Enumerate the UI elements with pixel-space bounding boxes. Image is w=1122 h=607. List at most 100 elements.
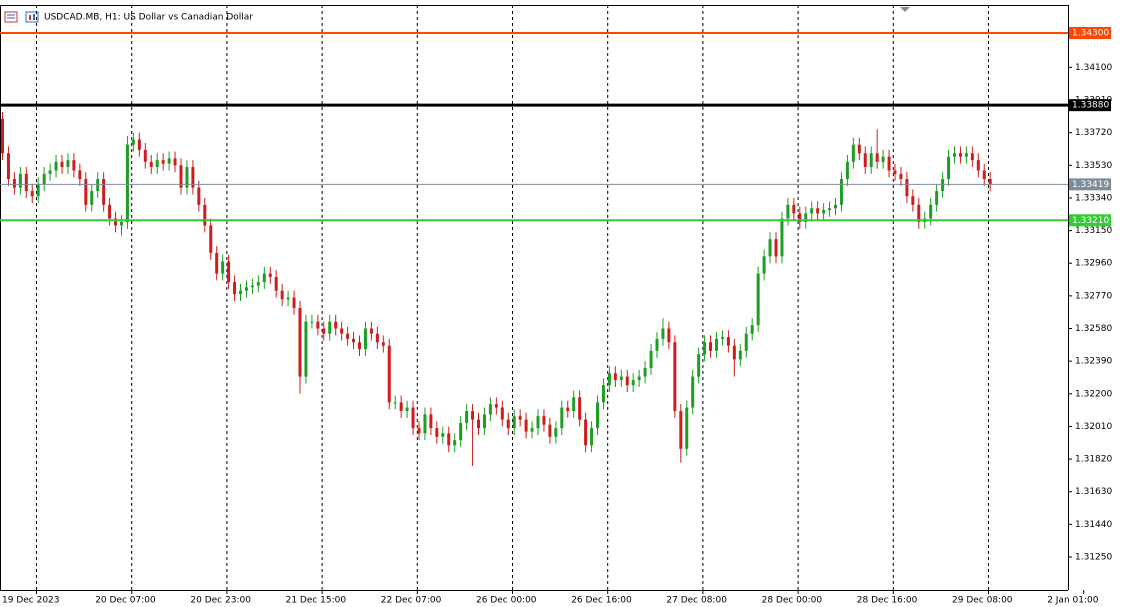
candle-body bbox=[976, 160, 980, 171]
y-tick-label: 1.31440 bbox=[1075, 520, 1112, 530]
candle-body bbox=[482, 414, 486, 429]
candle-body bbox=[697, 354, 701, 377]
y-tick-label: 1.34100 bbox=[1075, 63, 1112, 73]
candle-body bbox=[947, 156, 951, 180]
candle-body bbox=[328, 321, 332, 334]
candle-body bbox=[786, 204, 790, 219]
icon-chart bbox=[25, 11, 39, 23]
candle-body bbox=[352, 338, 356, 343]
candle-body bbox=[673, 342, 677, 411]
candle-body bbox=[834, 204, 837, 209]
candle-body bbox=[399, 402, 403, 411]
candle-body bbox=[590, 428, 594, 446]
candle-body bbox=[203, 204, 207, 226]
x-tick-label: 22 Dec 07:00 bbox=[381, 596, 442, 606]
candle-body bbox=[643, 368, 647, 377]
candle-body bbox=[54, 161, 58, 171]
candle-body bbox=[756, 273, 760, 326]
candle-body bbox=[84, 179, 88, 205]
candle-body bbox=[24, 173, 28, 192]
candle-body bbox=[66, 160, 70, 168]
candle-body bbox=[286, 297, 290, 300]
candle-body bbox=[887, 156, 891, 171]
icon-bar bbox=[33, 14, 35, 20]
candle-body bbox=[405, 407, 409, 411]
candle-body bbox=[893, 170, 897, 174]
candles bbox=[1, 112, 992, 466]
x-tick-label: 28 Dec 16:00 bbox=[857, 596, 918, 606]
candle-body bbox=[316, 321, 320, 329]
price-level-label: 1.34300 bbox=[1072, 29, 1109, 39]
y-tick-label: 1.31820 bbox=[1075, 455, 1112, 465]
candle-body bbox=[816, 208, 820, 214]
x-tick-label: 28 Dec 00:00 bbox=[762, 596, 823, 606]
candle-body bbox=[637, 376, 641, 381]
candle-body bbox=[822, 209, 826, 214]
candle-body bbox=[459, 423, 463, 441]
candle-body bbox=[179, 165, 183, 188]
candle-body bbox=[161, 160, 165, 164]
candle-body bbox=[792, 204, 796, 214]
candle-body bbox=[292, 297, 296, 308]
candle-body bbox=[322, 328, 326, 334]
candle-body bbox=[185, 167, 189, 188]
candle-body bbox=[935, 191, 939, 205]
candle-body bbox=[857, 144, 861, 154]
price-level-tag bbox=[1069, 178, 1111, 191]
candle-body bbox=[953, 153, 956, 157]
candle-body bbox=[363, 328, 367, 350]
candle-body bbox=[310, 321, 314, 323]
candle-body bbox=[340, 328, 344, 334]
candle-body bbox=[435, 428, 439, 437]
candle-body bbox=[358, 342, 361, 350]
candle-body bbox=[137, 139, 141, 150]
candle-body bbox=[417, 428, 421, 434]
candle-body bbox=[679, 410, 683, 449]
candle-body bbox=[512, 416, 516, 429]
candle-body bbox=[709, 342, 713, 351]
candle-body bbox=[274, 276, 278, 291]
candle-body bbox=[494, 404, 498, 408]
candle-body bbox=[453, 440, 457, 446]
candle-body bbox=[828, 208, 832, 210]
candle-body bbox=[596, 402, 599, 429]
candle-body bbox=[429, 414, 433, 429]
candle-body bbox=[881, 156, 885, 162]
y-tick-label: 1.31250 bbox=[1075, 553, 1112, 563]
candle-body bbox=[6, 153, 10, 180]
candle-body bbox=[173, 158, 177, 166]
candle-body bbox=[774, 239, 778, 257]
candle-body bbox=[239, 290, 242, 295]
candle-body bbox=[715, 338, 718, 351]
candle-body bbox=[750, 325, 754, 334]
candle-body bbox=[143, 149, 147, 162]
candle-body bbox=[619, 376, 623, 381]
y-tick-label: 1.32580 bbox=[1075, 324, 1112, 334]
icon-menu bbox=[4, 11, 18, 23]
candle-body bbox=[762, 256, 766, 274]
candle-body bbox=[863, 153, 867, 168]
candle-body bbox=[869, 153, 873, 168]
candle-body bbox=[970, 153, 974, 161]
candle-body bbox=[572, 397, 576, 411]
candle-body bbox=[221, 261, 225, 274]
candle-body bbox=[554, 428, 558, 437]
candle-body bbox=[90, 191, 94, 205]
candle-body bbox=[256, 282, 260, 286]
candle-body bbox=[958, 153, 962, 157]
candle-body bbox=[387, 345, 391, 403]
candle-body bbox=[988, 179, 992, 185]
candle-body bbox=[839, 179, 843, 205]
y-tick-label: 1.32390 bbox=[1075, 357, 1112, 367]
candle-body bbox=[346, 333, 350, 339]
price-level-label: 1.33419 bbox=[1072, 180, 1109, 190]
y-tick-label: 1.32960 bbox=[1075, 259, 1112, 269]
candle-body bbox=[441, 433, 445, 437]
x-tick-label: 19 Dec 2023 bbox=[2, 596, 60, 606]
candle-body bbox=[298, 307, 302, 377]
candle-body bbox=[649, 350, 653, 369]
candle-body bbox=[726, 337, 730, 346]
candle-body bbox=[227, 261, 231, 283]
